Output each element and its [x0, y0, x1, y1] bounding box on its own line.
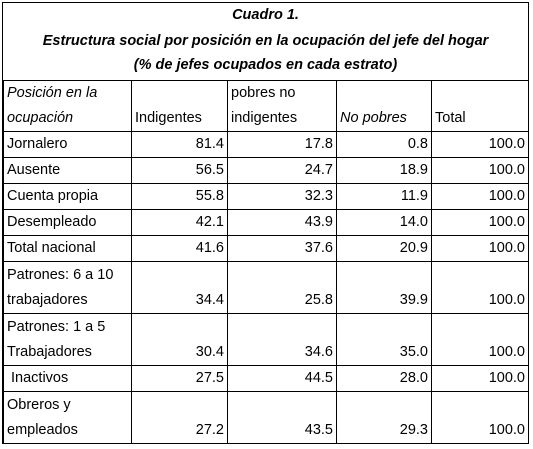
row-label: Patrones: 1 a 5 Trabajadores	[3, 313, 132, 366]
row-label: Inactivos	[3, 365, 132, 392]
table-row: Inactivos 27.5 44.5 28.0 100.0	[3, 365, 529, 392]
cell-no-pobres: 18.9	[336, 157, 432, 184]
cell-pobres-no-indigentes: 44.5	[227, 365, 337, 392]
header-pobres-no-indigentes: pobres no indigentes	[227, 80, 337, 132]
cell-total: 100.0	[431, 313, 529, 366]
cell-no-pobres: 29.3	[336, 391, 432, 444]
cell-pobres-no-indigentes: 32.3	[227, 183, 337, 210]
cell-total: 100.0	[431, 261, 529, 314]
cell-no-pobres: 14.0	[336, 209, 432, 236]
table-row: Total nacional 41.6 37.6 20.9 100.0	[3, 235, 529, 262]
table-row: Jornalero 81.4 17.8 0.8 100.0	[3, 131, 529, 158]
header-indigentes: Indigentes	[131, 80, 228, 132]
row-label: Jornalero	[3, 131, 132, 158]
header-row: Posición en la ocupación Indigentes pobre…	[3, 80, 529, 132]
table-row: Cuenta propia 55.8 32.3 11.9 100.0	[3, 183, 529, 210]
cell-indigentes: 41.6	[131, 235, 228, 262]
header-posicion: Posición en la ocupación	[3, 80, 132, 132]
cell-indigentes: 30.4	[131, 313, 228, 366]
cell-pobres-no-indigentes: 25.8	[227, 261, 337, 314]
row-label: Cuenta propia	[3, 183, 132, 210]
title-block: Cuadro 1. Estructura social por posición…	[3, 3, 528, 80]
table-row: Patrones: 1 a 5 Trabajadores 30.4 34.6 35.0 1…	[3, 313, 529, 366]
table-row: Obreros y empleados 27.2 43.5 29.3 100.0	[3, 391, 529, 444]
cell-total: 100.0	[431, 209, 529, 236]
table-note: (% de jefes ocupados en cada estrato)	[133, 57, 398, 73]
row-label: Ausente	[3, 157, 132, 184]
cell-no-pobres: 11.9	[336, 183, 432, 210]
header-total: Total	[431, 80, 529, 132]
table-row: Desempleado 42.1 43.9 14.0 100.0	[3, 209, 529, 236]
cell-total: 100.0	[431, 157, 529, 184]
cell-indigentes: 81.4	[131, 131, 228, 158]
cell-total: 100.0	[431, 235, 529, 262]
table-row: Ausente 56.5 24.7 18.9 100.0	[3, 157, 529, 184]
cell-pobres-no-indigentes: 43.5	[227, 391, 337, 444]
cell-total: 100.0	[431, 391, 529, 444]
cell-no-pobres: 20.9	[336, 235, 432, 262]
row-label: Total nacional	[3, 235, 132, 262]
row-label: Obreros y empleados	[3, 391, 132, 444]
cell-pobres-no-indigentes: 43.9	[227, 209, 337, 236]
cell-no-pobres: 35.0	[336, 313, 432, 366]
cell-indigentes: 56.5	[131, 157, 228, 184]
header-no-pobres: No pobres	[336, 80, 432, 132]
cell-pobres-no-indigentes: 24.7	[227, 157, 337, 184]
cell-pobres-no-indigentes: 17.8	[227, 131, 337, 158]
cell-indigentes: 42.1	[131, 209, 228, 236]
table-row: Patrones: 6 a 10 trabajadores 34.4 25.8 39.9…	[3, 261, 529, 314]
cell-pobres-no-indigentes: 34.6	[227, 313, 337, 366]
row-label: Desempleado	[3, 209, 132, 236]
cell-total: 100.0	[431, 131, 529, 158]
cell-indigentes: 34.4	[131, 261, 228, 314]
data-table: Posición en la ocupación Indigentes pobre…	[3, 80, 529, 444]
cell-no-pobres: 39.9	[336, 261, 432, 314]
cell-no-pobres: 0.8	[336, 131, 432, 158]
table-title: Cuadro 1.	[232, 7, 299, 23]
table-subtitle: Estructura social por posición en la ocu…	[42, 33, 489, 49]
cell-total: 100.0	[431, 183, 529, 210]
table-frame: Cuadro 1. Estructura social por posición…	[2, 2, 529, 444]
cell-indigentes: 27.2	[131, 391, 228, 444]
cell-indigentes: 55.8	[131, 183, 228, 210]
cell-total: 100.0	[431, 365, 529, 392]
cell-no-pobres: 28.0	[336, 365, 432, 392]
row-label: Patrones: 6 a 10 trabajadores	[3, 261, 132, 314]
cell-pobres-no-indigentes: 37.6	[227, 235, 337, 262]
cell-indigentes: 27.5	[131, 365, 228, 392]
